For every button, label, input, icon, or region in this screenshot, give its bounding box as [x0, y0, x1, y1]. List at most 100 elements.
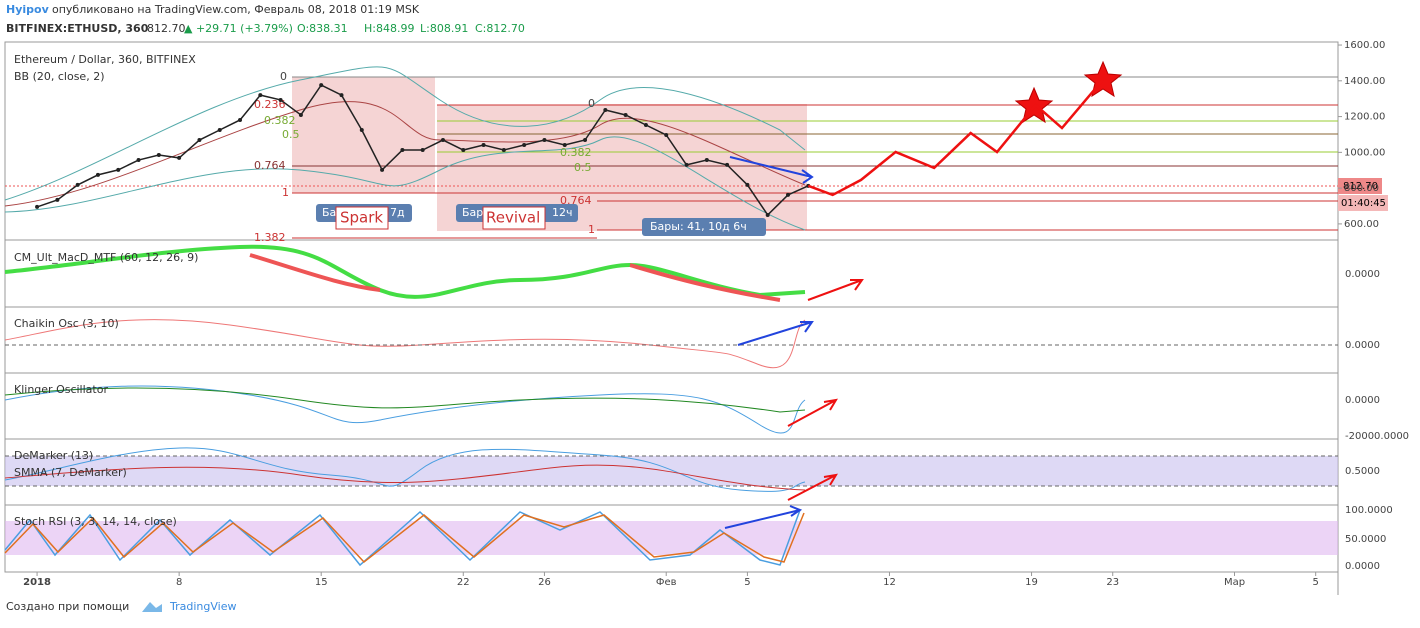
- x-tick-label: 15: [315, 577, 328, 588]
- price-point: [359, 128, 364, 132]
- box-text: Бары: 41, 10д 6ч: [650, 220, 747, 233]
- price-point: [400, 148, 405, 153]
- fib-label: 0: [588, 97, 595, 110]
- box-text: Ба: [322, 206, 336, 219]
- y-tick-label: 600.00: [1344, 219, 1379, 230]
- published: опубликовано на TradingView.com, Февраль…: [52, 3, 420, 16]
- open: O:838.31: [297, 22, 348, 35]
- frame: [4, 41, 1339, 595]
- y-tick-label: 1400.00: [1344, 76, 1385, 87]
- price-point: [95, 172, 100, 177]
- fib-label: 0.236: [254, 98, 286, 111]
- footer-brand: TradingView: [169, 600, 236, 613]
- x-tick-label: 12: [883, 577, 896, 588]
- fib-text: 0 0.236 0.382 0.5 0.764 1 1.382 0.5 0.38…: [254, 70, 595, 244]
- low: L:808.91: [420, 22, 468, 35]
- price-point: [765, 212, 770, 217]
- box-text: 7д: [390, 206, 405, 219]
- fib-label: 0.382: [560, 146, 592, 159]
- box-text: 12ч: [552, 206, 573, 219]
- symbol: BITFINEX:ETHUSD, 360: [6, 22, 149, 35]
- price-point: [522, 143, 527, 148]
- footer-text: Создано при помощи: [6, 600, 129, 613]
- price-point: [603, 107, 608, 112]
- x-tick-label: 5: [1312, 577, 1318, 588]
- price-point: [420, 148, 425, 153]
- axis-label: 0.0000: [1345, 561, 1380, 572]
- y-tick-label: 1000.00: [1344, 147, 1385, 158]
- price-point: [542, 138, 547, 143]
- price-point: [745, 182, 750, 187]
- x-tick-label: 8: [176, 577, 182, 588]
- x-tick-label: 5: [744, 577, 750, 588]
- x-tick-label: Фев: [656, 577, 677, 588]
- x-tick-label: 22: [457, 577, 470, 588]
- change: ▲ +29.71 (+3.79%): [184, 22, 293, 35]
- price-point: [35, 204, 40, 209]
- fib-label: 0: [280, 70, 287, 83]
- fib-label: 0.764: [560, 194, 592, 207]
- axis-label: 0.0000: [1345, 340, 1380, 351]
- fib-label: 0.764: [254, 159, 286, 172]
- price-point: [136, 158, 141, 163]
- close: C:812.70: [475, 22, 525, 35]
- chart-title: Ethereum / Dollar, 360, BITFINEX: [14, 53, 196, 66]
- price-point: [725, 162, 730, 167]
- countdown-tag: [1338, 195, 1388, 211]
- x-tick-label: 26: [538, 577, 551, 588]
- price-point: [643, 122, 648, 127]
- price-point: [197, 138, 202, 143]
- x-tick-label: 2018: [23, 577, 51, 588]
- y-tick-label: 800.00: [1344, 183, 1379, 194]
- price-point: [440, 138, 445, 143]
- price-point: [116, 167, 121, 172]
- price-tag: [1338, 178, 1382, 194]
- fib-label: 0.5: [574, 161, 592, 174]
- price-point: [704, 158, 709, 163]
- subtitle: BB (20, close, 2): [14, 70, 105, 83]
- price-point: [481, 143, 486, 148]
- box-text: Бар: [462, 206, 483, 219]
- bollinger: [4, 66, 806, 231]
- fib-label: 1.382: [254, 231, 286, 244]
- price-point: [785, 192, 790, 197]
- x-tick-label: 23: [1106, 577, 1119, 588]
- y-tick-label: 1600.00: [1344, 40, 1385, 51]
- fib-label: 0.382: [264, 114, 296, 127]
- price-point: [217, 128, 222, 132]
- y-tick-label: 1200.00: [1344, 112, 1385, 123]
- axis-label: 0.5000: [1345, 466, 1380, 477]
- panel-label: Chaikin Osc (3, 10): [14, 317, 119, 330]
- price-point: [177, 155, 182, 160]
- box-text: Spark: [340, 209, 383, 227]
- author: Hyipov: [6, 3, 50, 16]
- indicators: [4, 244, 1338, 567]
- price-point: [258, 93, 263, 98]
- price-line: [807, 79, 1104, 197]
- fib-zones: [5, 76, 1338, 239]
- logo: [142, 602, 162, 612]
- price-point: [684, 162, 689, 167]
- countdown: 01:40:45: [1341, 198, 1386, 209]
- panel-label: Stoch RSI (3, 3, 14, 14, close): [14, 515, 177, 528]
- price-point: [55, 197, 60, 202]
- boxes: Ба 7д Spark Бар 12ч Revival Бары: 41, 10…: [316, 204, 766, 236]
- price-point: [562, 143, 567, 148]
- panel-label: DeMarker (13): [14, 449, 93, 462]
- panel-label: Klinger Oscillator: [14, 383, 108, 396]
- high: H:848.99: [364, 22, 414, 35]
- fib-label: 1: [282, 186, 289, 199]
- price-point: [583, 138, 588, 143]
- panel-label: SMMA (7, DeMarker): [14, 466, 127, 479]
- axis-label: -20000.0000: [1345, 431, 1409, 442]
- price-point: [664, 133, 669, 138]
- box-text: Revival: [486, 209, 540, 227]
- axis-label: 50.0000: [1345, 534, 1386, 545]
- price-point: [339, 93, 344, 98]
- fib-label: 0.5: [282, 128, 300, 141]
- labels: CM_Ult_MacD_MTF (60, 12, 26, 9) Chaikin …: [14, 251, 1409, 572]
- panel-label: CM_Ult_MacD_MTF (60, 12, 26, 9): [14, 251, 198, 264]
- price-point: [380, 167, 385, 172]
